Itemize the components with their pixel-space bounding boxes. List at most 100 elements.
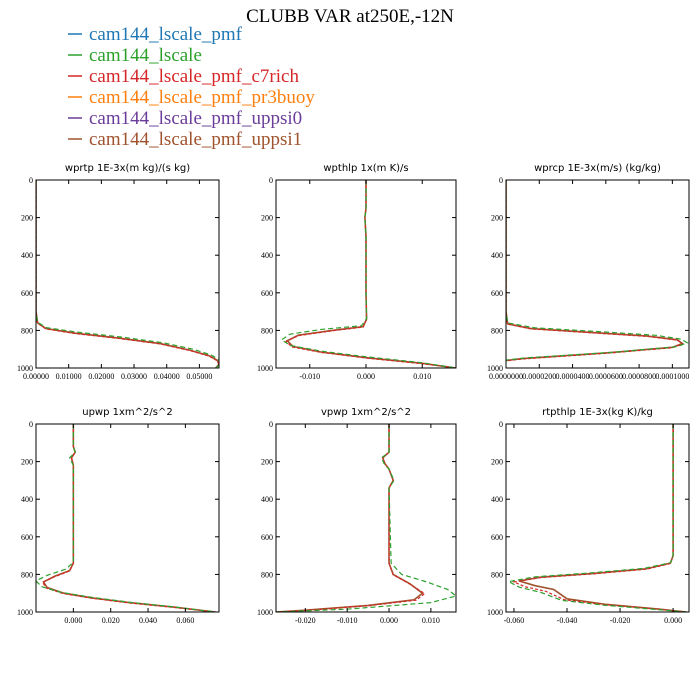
y-tick-label: 200	[261, 214, 273, 223]
chart-panel: wprtp 1E-3x(m kg)/(s kg) 0 200 400 600 800 100…	[17, 163, 220, 381]
y-tick-label: 400	[261, 251, 273, 260]
y-tick-label: 0	[269, 176, 273, 185]
y-tick-label: 1000	[257, 364, 273, 373]
series-group	[36, 424, 216, 612]
legend-entry: cam144_lscale_pmf_uppsi0	[68, 108, 302, 129]
chart-panel: rtpthlp 1E-3x(kg K)/kg02004006008001000-…	[487, 407, 690, 625]
x-tick-label: 0.0000200	[522, 372, 556, 381]
y-tick-label: 600	[261, 289, 273, 298]
y-tick-label: 600	[491, 289, 503, 298]
y-tick-label: 0	[29, 176, 33, 185]
legend-label: cam144_lscale_pmf_pr3buoy	[89, 87, 315, 108]
x-tick-label: 0.01000	[56, 372, 82, 381]
series-line	[506, 180, 689, 361]
chart-panel: wprcp 1E-3x(m/s) (kg/kg) 0 200 400 600 800 100…	[487, 163, 690, 381]
x-tick-label: 0.000	[380, 616, 398, 625]
y-tick-label: 600	[21, 533, 33, 542]
y-tick-label: 600	[491, 533, 503, 542]
x-tick-label: 0.0000400	[556, 372, 590, 381]
y-tick-label: 400	[491, 495, 503, 504]
series-line	[506, 180, 685, 362]
y-tick-label: 0	[269, 420, 273, 429]
x-tick-label: 0.0000000	[489, 372, 523, 381]
legend-label: cam144_lscale_pmf_uppsi1	[89, 129, 302, 150]
series-line	[36, 424, 216, 612]
x-tick-label: 0.00000	[23, 372, 49, 381]
y-tick-label: 1000	[257, 608, 273, 617]
chart-panel: wpthlp 1x(m K)/s 0 200 400 600 800 1000 -0.010 0…	[257, 163, 457, 381]
series-line	[276, 424, 456, 612]
y-tick-label: 600	[261, 533, 273, 542]
x-tick-label: 0.000	[357, 372, 375, 381]
legend-entry: cam144_lscale_pmf_pr3buoy	[68, 87, 315, 108]
y-tick-label: 0	[499, 420, 503, 429]
plot-frame	[505, 423, 690, 613]
x-tick-label: 0.010	[413, 372, 431, 381]
panel-title: upwp 1xm^2/s^2	[82, 407, 172, 418]
series-line	[285, 180, 456, 368]
y-tick-label: 200	[21, 458, 33, 467]
y-tick-label: 600	[21, 289, 33, 298]
series-group	[506, 180, 689, 362]
panel-title: wprtp 1E-3x(m kg)/(s kg)	[65, 163, 190, 174]
x-tick-label: 0.0000800	[622, 372, 656, 381]
x-tick-label: 0.05000	[186, 372, 212, 381]
y-tick-label: 800	[491, 326, 503, 335]
x-tick-label: 0.040	[139, 616, 157, 625]
legend-entry: cam144_lscale	[68, 45, 202, 66]
y-tick-label: 800	[261, 570, 273, 579]
y-tick-label: 0	[499, 176, 503, 185]
x-tick-label: -0.010	[299, 372, 320, 381]
y-tick-label: 400	[21, 495, 33, 504]
legend-label: cam144_lscale	[89, 45, 202, 66]
legend-entry: cam144_lscale_pmf_uppsi1	[68, 129, 302, 150]
x-tick-label: 0.000	[664, 616, 682, 625]
panels: wprtp 1E-3x(m kg)/(s kg) 0 200 400 600 800 100…	[17, 163, 690, 625]
y-tick-label: 1000	[487, 608, 503, 617]
series-line	[280, 180, 456, 368]
chart-panel: vpwp 1xm^2/s^2 0 200 400 600 800 1000 -0.020 -0.…	[257, 407, 457, 625]
x-tick-label: 0.03000	[121, 372, 147, 381]
plot-frame	[275, 423, 457, 613]
series-group	[276, 424, 456, 612]
x-tick-label: 0.0000600	[589, 372, 623, 381]
x-tick-label: -0.040	[557, 616, 578, 625]
y-tick-label: 400	[261, 495, 273, 504]
x-tick-label: 0.060	[176, 616, 194, 625]
series-group	[280, 180, 456, 368]
series-line	[519, 424, 687, 612]
series-line	[285, 180, 456, 368]
panel-title: rtpthlp 1E-3x(kg K)/kg	[542, 407, 653, 418]
chart-panel: upwp 1xm^2/s^2 0 200 400 600 800 1000 0.000 0.02…	[17, 407, 220, 625]
panel-title: wprcp 1E-3x(m/s) (kg/kg)	[534, 163, 661, 174]
y-tick-label: 200	[491, 214, 503, 223]
series-line	[276, 424, 426, 612]
y-tick-label: 800	[491, 570, 503, 579]
y-tick-label: 1000	[17, 364, 33, 373]
x-tick-label: -0.060	[504, 616, 525, 625]
x-tick-label: 0.04000	[154, 372, 180, 381]
x-tick-label: -0.020	[295, 616, 316, 625]
plot-frame	[505, 179, 690, 369]
x-tick-label: 0.02000	[88, 372, 114, 381]
plot-frame	[35, 179, 220, 369]
figure-title: CLUBB VAR at250E,-12N	[246, 6, 454, 27]
y-tick-label: 200	[491, 458, 503, 467]
series-group	[36, 180, 219, 368]
x-tick-label: 0.000	[64, 616, 82, 625]
legend-entry: cam144_lscale_pmf_c7rich	[68, 66, 299, 87]
legend-label: cam144_lscale_pmf	[89, 24, 243, 45]
legend-entry: cam144_lscale_pmf	[68, 24, 243, 45]
y-tick-label: 400	[491, 251, 503, 260]
x-tick-label: -0.020	[610, 616, 631, 625]
plot-frame	[35, 423, 220, 613]
panel-title: vpwp 1xm^2/s^2	[321, 407, 411, 418]
y-tick-label: 1000	[487, 364, 503, 373]
y-tick-label: 1000	[17, 608, 33, 617]
legend-label: cam144_lscale_pmf_c7rich	[89, 66, 299, 87]
series-line	[36, 180, 219, 368]
x-tick-label: 0.020	[102, 616, 120, 625]
y-tick-label: 800	[261, 326, 273, 335]
series-line	[276, 424, 424, 612]
